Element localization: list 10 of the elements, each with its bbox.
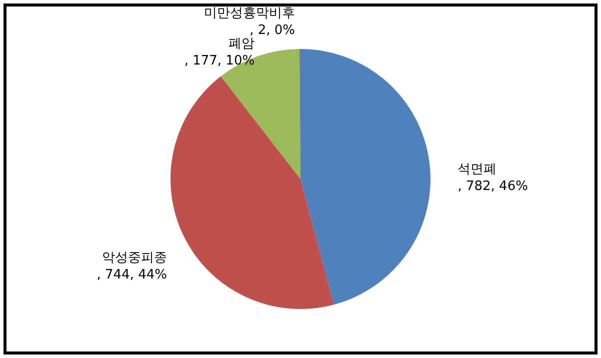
slice-label: 악성중피종 <box>102 250 167 266</box>
data-label: , 744, 44% <box>96 267 167 282</box>
pie-slice <box>170 76 334 309</box>
slice-label: 석면폐 <box>458 162 497 178</box>
data-label: , 2, 0% <box>250 23 295 38</box>
pie-slice <box>300 49 430 305</box>
pie-slice <box>220 49 300 179</box>
slice-label: 미만성흉막비후 <box>204 6 295 21</box>
data-label: , 782, 46% <box>458 179 528 194</box>
slice-label: 폐암 <box>228 36 255 52</box>
